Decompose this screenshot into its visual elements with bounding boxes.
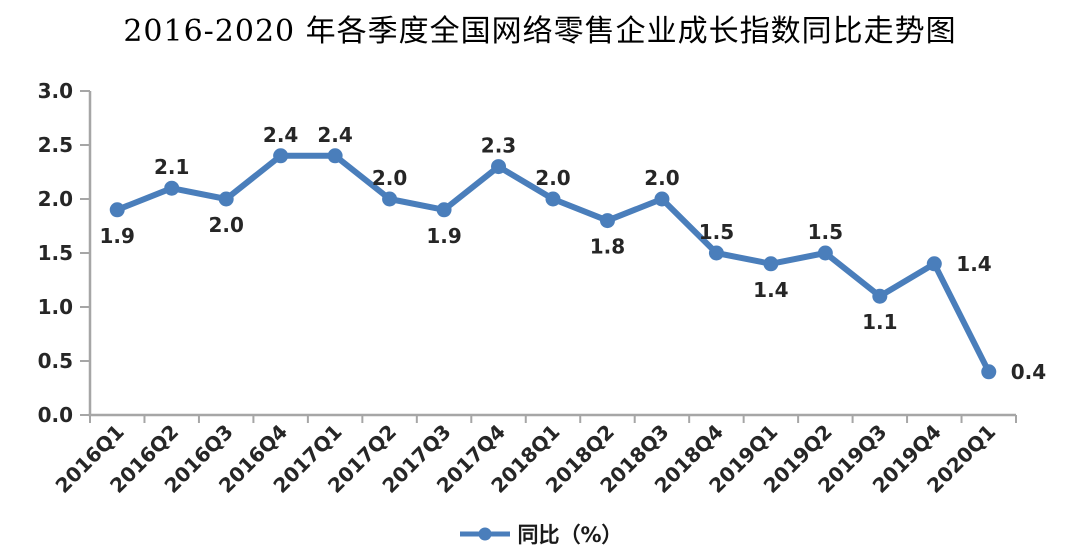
data-point-marker: [545, 191, 561, 207]
data-point-marker: [981, 364, 997, 380]
y-tick-label: 1.5: [38, 241, 73, 265]
data-point-marker: [872, 288, 888, 304]
data-label: 1.4: [753, 278, 788, 302]
line-chart: 0.00.51.01.52.02.53.02016Q12016Q22016Q32…: [38, 79, 1047, 498]
data-point-marker: [708, 245, 724, 261]
data-label: 1.9: [426, 224, 461, 248]
data-label: 1.9: [100, 224, 135, 248]
data-label: 1.1: [862, 310, 897, 334]
data-point-marker: [109, 202, 125, 218]
legend-series-label: 同比（%）: [517, 523, 623, 547]
y-tick-label: 2.0: [38, 187, 73, 211]
y-tick-label: 0.0: [38, 403, 73, 427]
data-point-marker: [599, 213, 615, 229]
data-point-marker: [273, 148, 289, 164]
data-label: 1.8: [590, 235, 625, 259]
data-label: 2.0: [535, 166, 570, 190]
data-point-marker: [218, 191, 234, 207]
y-tick-label: 2.5: [38, 133, 73, 157]
data-label: 2.0: [644, 166, 679, 190]
data-label: 1.5: [699, 220, 734, 244]
legend-marker-dot: [478, 527, 492, 541]
y-tick-label: 1.0: [38, 295, 73, 319]
chart-legend: 同比（%）: [0, 519, 1080, 549]
data-point-marker: [654, 191, 670, 207]
data-point-marker: [763, 256, 779, 272]
data-point-marker: [164, 180, 180, 196]
data-label: 2.4: [317, 123, 352, 147]
legend-line-marker-icon: [460, 527, 511, 541]
data-point-marker: [436, 202, 452, 218]
data-point-marker: [491, 159, 507, 175]
data-point-marker: [817, 245, 833, 261]
data-label: 2.0: [372, 166, 407, 190]
data-label: 0.4: [1011, 360, 1046, 384]
data-label: 2.0: [208, 213, 243, 237]
data-label: 2.4: [263, 123, 298, 147]
data-point-marker: [327, 148, 343, 164]
data-label: 2.1: [154, 155, 189, 179]
y-tick-label: 3.0: [38, 79, 73, 103]
data-point-marker: [382, 191, 398, 207]
data-label: 1.5: [808, 220, 843, 244]
data-point-marker: [926, 256, 942, 272]
y-tick-label: 0.5: [38, 349, 73, 373]
data-label: 2.3: [481, 134, 516, 158]
data-label: 1.4: [956, 252, 991, 276]
chart-title: 2016-2020 年各季度全国网络零售企业成长指数同比走势图: [123, 14, 957, 49]
